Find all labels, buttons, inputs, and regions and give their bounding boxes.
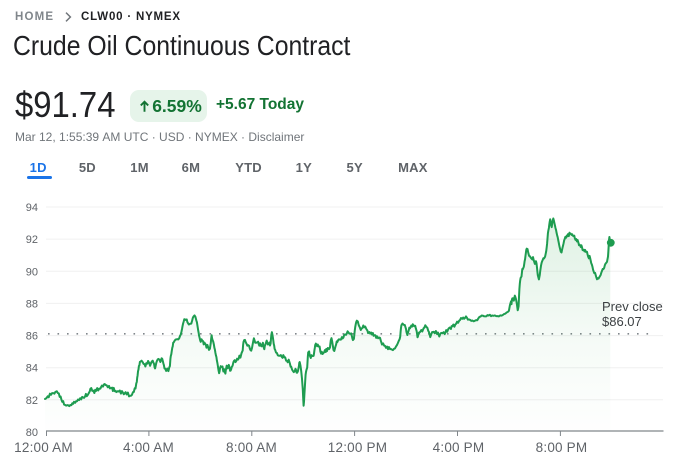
svg-text:12:00 AM: 12:00 AM (14, 440, 73, 455)
svg-text:82: 82 (26, 395, 38, 407)
svg-text:80: 80 (26, 427, 38, 439)
svg-text:Prev close: Prev close (602, 299, 663, 314)
svg-text:84: 84 (26, 363, 38, 375)
svg-text:86: 86 (26, 331, 38, 343)
svg-text:$86.07: $86.07 (602, 314, 642, 329)
svg-text:4:00 PM: 4:00 PM (433, 440, 485, 455)
svg-text:8:00 AM: 8:00 AM (226, 440, 277, 455)
svg-text:94: 94 (26, 202, 38, 214)
svg-text:90: 90 (26, 266, 38, 278)
svg-text:4:00 AM: 4:00 AM (123, 440, 174, 455)
svg-text:92: 92 (26, 234, 38, 246)
svg-text:88: 88 (26, 298, 38, 310)
svg-text:8:00 PM: 8:00 PM (536, 440, 588, 455)
svg-text:12:00 PM: 12:00 PM (328, 440, 387, 455)
